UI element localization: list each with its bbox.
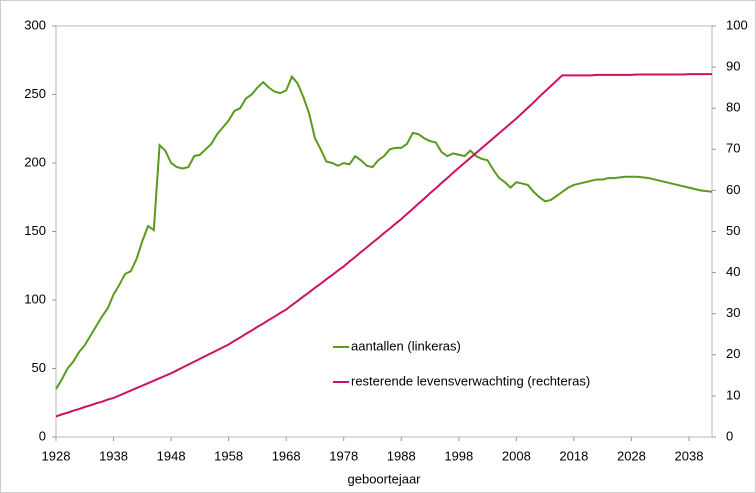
y-tick-label: 300 bbox=[24, 17, 46, 32]
y-tick-label: 250 bbox=[24, 86, 46, 101]
x-tick-label: 2038 bbox=[675, 448, 704, 463]
x-tick-label: 2028 bbox=[617, 448, 646, 463]
y2-tick-label: 100 bbox=[726, 17, 748, 32]
series-line bbox=[55, 73, 712, 418]
x-tick-label: 1988 bbox=[387, 448, 416, 463]
series-line bbox=[55, 74, 713, 390]
y2-tick-label: 90 bbox=[726, 59, 740, 74]
y-tick-label: 100 bbox=[24, 291, 46, 306]
x-tick-label: 1998 bbox=[444, 448, 473, 463]
x-tick-label: 1938 bbox=[99, 448, 128, 463]
y2-tick-label: 20 bbox=[726, 346, 740, 361]
y2-tick-label: 80 bbox=[726, 100, 740, 115]
y2-tick-label: 0 bbox=[726, 428, 733, 443]
y-tick-label: 50 bbox=[32, 360, 46, 375]
x-tick-label: 2018 bbox=[559, 448, 588, 463]
x-tick-label: 1928 bbox=[42, 448, 71, 463]
y-tick-label: 150 bbox=[24, 223, 46, 238]
y2-tick-label: 60 bbox=[726, 182, 740, 197]
y2-tick-label: 40 bbox=[726, 264, 740, 279]
x-tick-label: 1968 bbox=[272, 448, 301, 463]
y2-tick-label: 50 bbox=[726, 223, 740, 238]
y-tick-label: 0 bbox=[39, 428, 46, 443]
y2-tick-label: 70 bbox=[726, 141, 740, 156]
x-tick-label: 1978 bbox=[329, 448, 358, 463]
x-tick-label: 1948 bbox=[157, 448, 186, 463]
legend-label: resterende levensverwachting (rechteras) bbox=[351, 373, 590, 388]
legend-label: aantallen (linkeras) bbox=[351, 338, 461, 353]
x-axis-title: geboortejaar bbox=[348, 471, 422, 486]
x-tick-label: 1958 bbox=[214, 448, 243, 463]
x-tick-label: 2008 bbox=[502, 448, 531, 463]
y2-tick-label: 10 bbox=[726, 387, 740, 402]
y2-tick-label: 30 bbox=[726, 305, 740, 320]
y-tick-label: 200 bbox=[24, 154, 46, 169]
